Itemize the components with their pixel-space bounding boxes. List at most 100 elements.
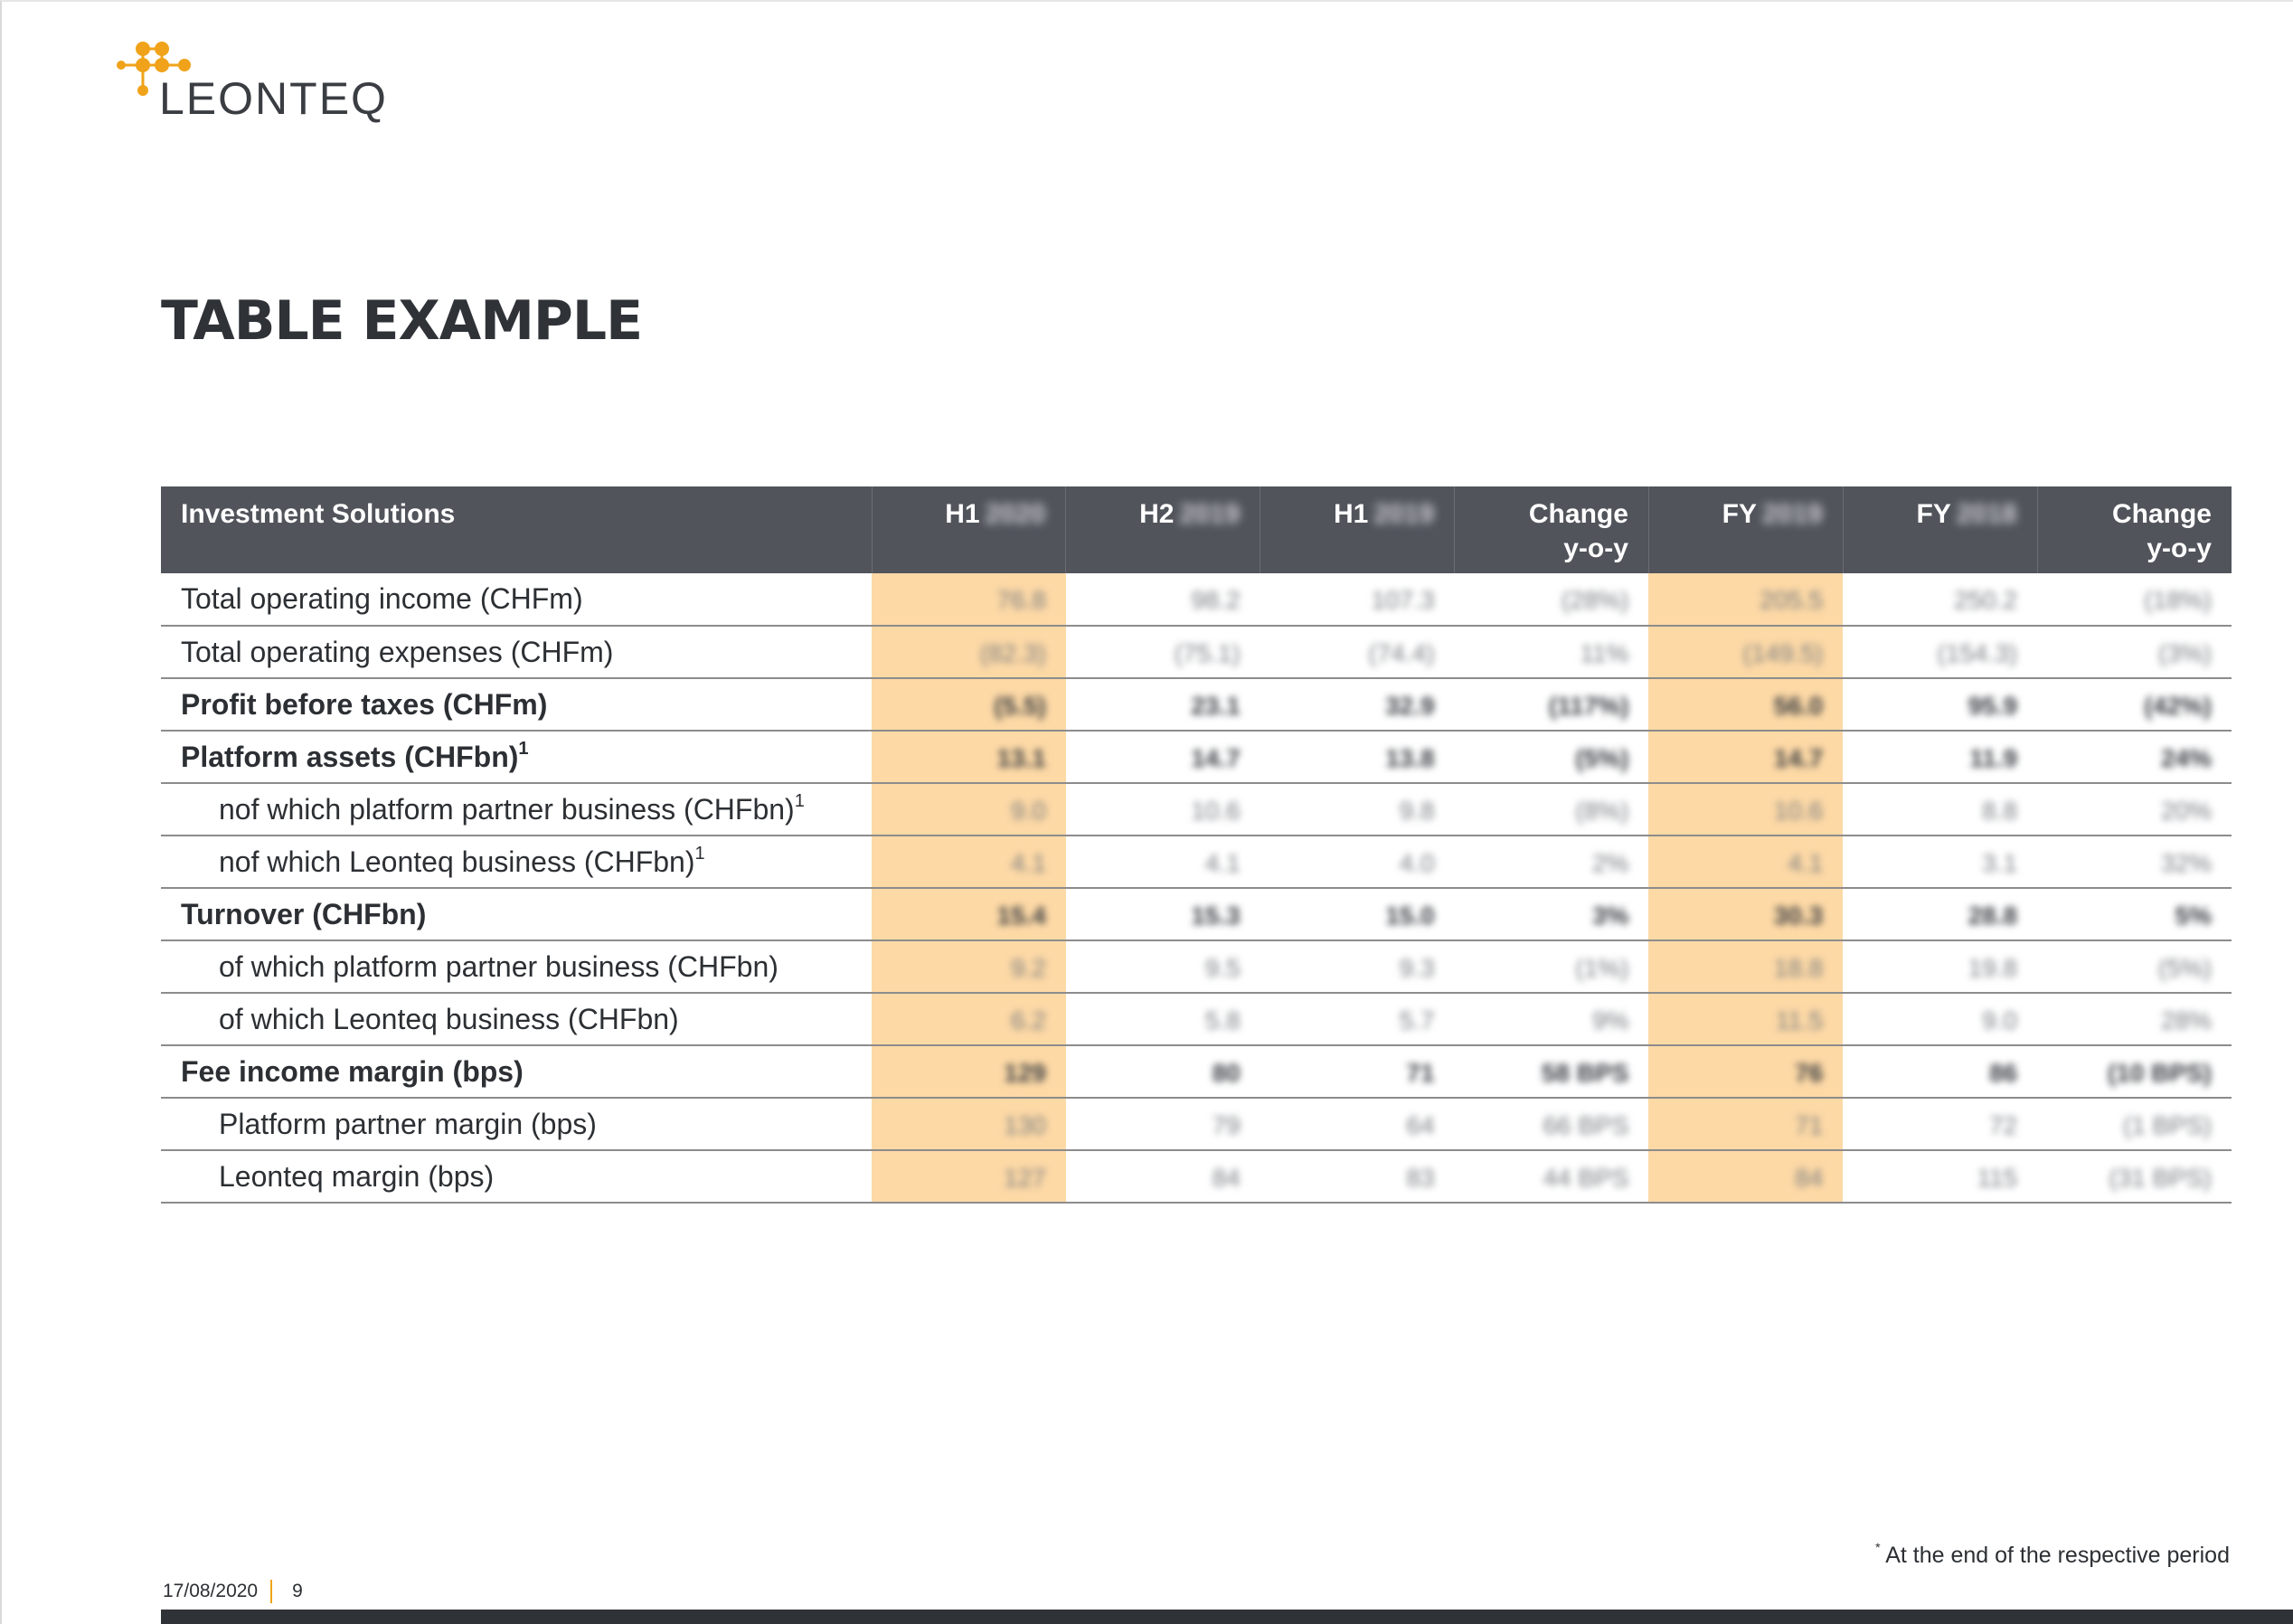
- table-cell: 15.3: [1065, 888, 1260, 941]
- table-cell: 44 BPS: [1454, 1150, 1649, 1204]
- cell-value: 130: [1004, 1110, 1046, 1139]
- column-header-text: H2: [1139, 499, 1175, 529]
- cell-value: 86: [1988, 1058, 2018, 1087]
- table-cell: (117%): [1454, 678, 1649, 732]
- row-label-text: of which Leonteq business (CHFbn): [219, 1002, 679, 1035]
- row-label-text: nof which Leonteq business (CHFbn): [219, 845, 695, 878]
- row-label: Profit before taxes (CHFm): [161, 678, 873, 732]
- cell-value: 79: [1212, 1110, 1241, 1139]
- cell-value: 32%: [2160, 848, 2212, 877]
- cell-value: 5.8: [1204, 1006, 1241, 1034]
- table-cell: 5%: [2037, 888, 2232, 941]
- cell-value: 23.1: [1191, 691, 1241, 720]
- row-label: Fee income margin (bps): [161, 1045, 873, 1099]
- cell-value: 30.3: [1773, 901, 1824, 930]
- cell-value: (8%): [1575, 796, 1629, 825]
- column-header: Change y-o-y: [1454, 486, 1649, 573]
- row-label: of which platform partner business (CHFb…: [161, 940, 873, 994]
- table-cell: (10 BPS): [2037, 1045, 2232, 1099]
- table-row: Turnover (CHFbn) 15.4 15.3 15.0 3% 30.3 28.8 5%: [161, 888, 2232, 941]
- table-cell: 76: [1648, 1045, 1844, 1099]
- cell-value: (1%): [1575, 953, 1629, 982]
- cell-value: 95.9: [1967, 691, 2018, 720]
- cell-value: 14.7: [1191, 743, 1241, 772]
- column-header-text: FY: [1722, 499, 1757, 529]
- table-cell: 10.6: [1648, 783, 1844, 836]
- table-cell: 127: [872, 1150, 1066, 1204]
- table-cell: 4.1: [872, 836, 1066, 889]
- cell-value: 9.2: [1010, 953, 1046, 982]
- table-cell: (75.1): [1065, 626, 1260, 679]
- cell-value: 2%: [1591, 848, 1629, 877]
- table-cell: 9.8: [1260, 783, 1455, 836]
- table-cell: 95.9: [1843, 678, 2038, 732]
- cell-value: (42%): [2144, 691, 2212, 720]
- table-cell: 4.1: [1648, 836, 1844, 889]
- cell-value: 64: [1406, 1110, 1435, 1139]
- table-cell: 19.8: [1843, 940, 2038, 994]
- table-cell: 205.5: [1648, 573, 1844, 627]
- table-cell: 66 BPS: [1454, 1098, 1649, 1151]
- row-label-text: of which platform partner business (CHFb…: [219, 949, 778, 983]
- table-row: Total operating expenses (CHFm) (82.3) (75…: [161, 626, 2232, 679]
- row-label: Total operating expenses (CHFm): [161, 626, 873, 679]
- column-header-year: 2020: [985, 499, 1046, 529]
- row-label: of which Leonteq business (CHFbn): [161, 993, 873, 1046]
- cell-value: 115: [1977, 1163, 2018, 1192]
- cell-value: 205.5: [1760, 586, 1824, 614]
- table-row: nof which platform partner business (CHF…: [161, 783, 2232, 836]
- table-cell: (3%): [2037, 626, 2232, 679]
- row-label-footnote-ref: 1: [518, 738, 529, 759]
- cell-value: 28%: [2160, 1006, 2212, 1034]
- column-header: Change y-o-y: [2036, 486, 2232, 573]
- table-cell: (18%): [2037, 573, 2232, 627]
- table-cell: 58 BPS: [1454, 1045, 1649, 1099]
- table-cell: (31 BPS): [2037, 1150, 2232, 1204]
- cell-value: (154.3): [1937, 638, 2018, 667]
- table-cell: 13.1: [872, 731, 1066, 784]
- table-row: of which platform partner business (CHFb…: [161, 940, 2232, 994]
- row-label: Platform assets (CHFbn)1: [161, 731, 873, 784]
- table-cell: 20%: [2037, 783, 2232, 836]
- table-cell: (5.5): [872, 678, 1066, 732]
- table-cell: (5%): [1454, 731, 1649, 784]
- table-cell: 5.8: [1065, 993, 1260, 1046]
- table-cell: 9.0: [1843, 993, 2038, 1046]
- table-cell: 9.2: [872, 940, 1066, 994]
- cell-value: 127: [1004, 1163, 1046, 1192]
- footnote: * At the end of the respective period: [1875, 1541, 2230, 1569]
- column-header-year: 2019: [1179, 499, 1241, 529]
- table-cell: 98.2: [1065, 573, 1260, 627]
- row-label-text: Leonteq margin (bps): [219, 1159, 495, 1193]
- cell-value: (10 BPS): [2107, 1058, 2212, 1087]
- table-cell: 5.7: [1260, 993, 1455, 1046]
- cell-value: 3.1: [1982, 848, 2018, 877]
- cell-value: (82.3): [979, 638, 1046, 667]
- row-label-text: Total operating income (CHFm): [181, 582, 583, 615]
- row-label: Total operating income (CHFm): [161, 573, 873, 627]
- table-cell: 84: [1648, 1150, 1844, 1204]
- cell-value: 84: [1212, 1163, 1241, 1192]
- table-cell: 107.3: [1260, 573, 1455, 627]
- table-cell: 56.0: [1648, 678, 1844, 732]
- footer-meta: 17/08/2020 9: [163, 1580, 303, 1603]
- table-cell: (8%): [1454, 783, 1649, 836]
- cell-value: 13.1: [996, 743, 1046, 772]
- table-cell: 64: [1260, 1098, 1455, 1151]
- table-row: Total operating income (CHFm) 76.8 98.2 107…: [161, 573, 2232, 627]
- column-header-year: 2018: [1956, 499, 2017, 529]
- table-cell: 84: [1065, 1150, 1260, 1204]
- table-cell: 76.8: [872, 573, 1066, 627]
- cell-value: (18%): [2144, 586, 2212, 614]
- footer-bar: [161, 1610, 2293, 1624]
- table-cell: 13.8: [1260, 731, 1455, 784]
- table-row: of which Leonteq business (CHFbn) 6.2 5.8 5…: [161, 993, 2232, 1046]
- table-cell: (149.5): [1648, 626, 1844, 679]
- column-header-text: H1: [1333, 499, 1369, 529]
- cell-value: 44 BPS: [1543, 1163, 1629, 1192]
- table-cell: 80: [1065, 1045, 1260, 1099]
- table-cell: 14.7: [1648, 731, 1844, 784]
- cell-value: 129: [1004, 1058, 1046, 1087]
- cell-value: 28.8: [1967, 901, 2018, 930]
- table-cell: (5%): [2037, 940, 2232, 994]
